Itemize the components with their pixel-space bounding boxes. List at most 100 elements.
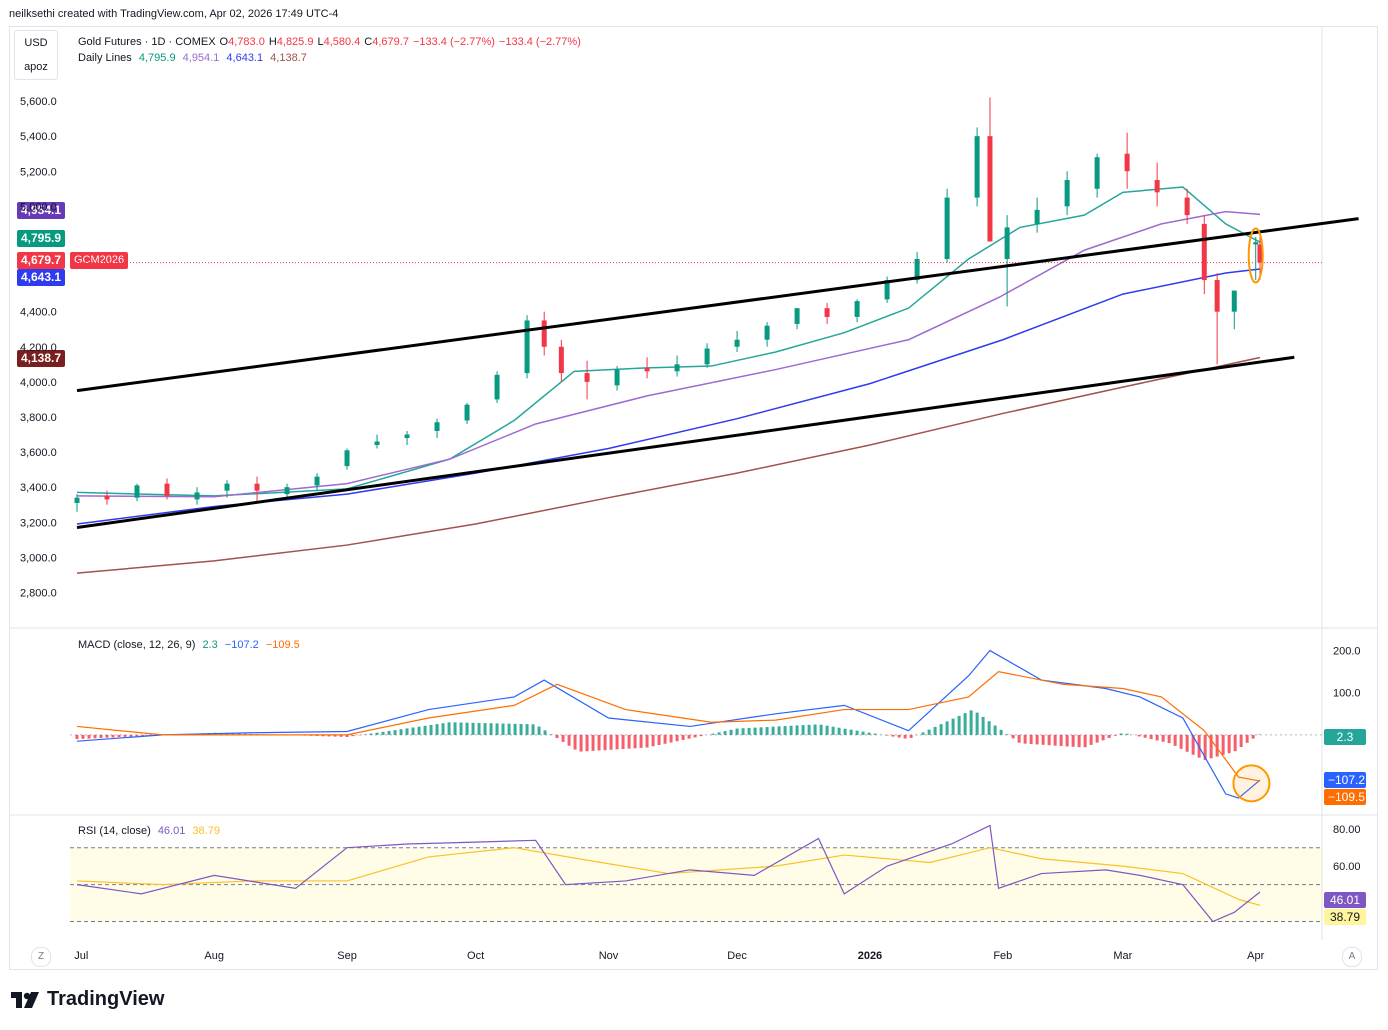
open-value: 4,783.0	[228, 36, 265, 48]
candle-body	[284, 487, 290, 495]
rsi-value: 46.01	[157, 825, 186, 837]
macd-hist-bar	[1209, 734, 1213, 759]
macd-hist-bar	[1107, 734, 1111, 739]
macd-hist-bar	[345, 734, 349, 737]
ma20-line	[76, 186, 1261, 497]
macd-hist-bar	[813, 724, 817, 735]
macd-hist-bar	[609, 734, 613, 750]
macd-hist-bar	[435, 724, 439, 735]
change-value-2: −133.4 (−2.77%)	[498, 36, 581, 48]
candle-body	[1124, 153, 1130, 172]
macd-hist-bar	[735, 728, 739, 735]
macd-hist-bar	[741, 728, 745, 735]
macd-hist-bar	[471, 722, 475, 735]
macd-hist-bar	[717, 732, 721, 735]
ma20-tag: 4,795.9	[17, 230, 66, 247]
candle-body	[254, 483, 260, 491]
upper-channel-line	[76, 217, 1359, 393]
macd-hist-bar	[483, 723, 487, 735]
macd-hist-bar	[105, 734, 109, 738]
macd-hist-bar	[675, 734, 679, 742]
candle-body	[224, 483, 230, 491]
symbol-legend: Gold Futures · 1D · COMEX O4,783.0 H4,825.…	[78, 36, 585, 48]
macd-hist-bar	[1227, 734, 1231, 754]
macd-hist-bar	[507, 723, 511, 735]
ma50-line	[76, 210, 1261, 498]
macd-hist-bar	[1125, 733, 1129, 735]
candle-body	[164, 483, 170, 496]
macd-hist-bar	[423, 725, 427, 735]
macd-hist-bar	[633, 734, 637, 749]
scale-label[interactable]: apoz	[24, 61, 48, 73]
macd-hist-bar	[993, 725, 997, 735]
ma200-value: 4,138.7	[270, 52, 307, 64]
ma200-line	[76, 356, 1261, 574]
macd-hist-bar	[459, 722, 463, 735]
corner-left-button[interactable]: Z	[31, 947, 51, 967]
unit-box[interactable]: USD apoz	[14, 30, 58, 80]
open-label: O	[219, 36, 229, 48]
macd-hist-bar	[81, 734, 85, 739]
macd-hist-bar	[231, 733, 235, 735]
high-label: H	[268, 36, 277, 48]
macd-hist-bar	[885, 734, 889, 736]
last-price-tag: 4,679.7	[17, 252, 66, 269]
macd-hist-bar	[1161, 734, 1165, 742]
macd-hist-bar	[825, 725, 829, 735]
macd-hist-bar	[597, 734, 601, 751]
macd-hist-bar	[975, 712, 979, 735]
macd-hist-bar	[75, 734, 79, 740]
macd-hist-bar	[699, 734, 703, 737]
macd-hist-bar	[687, 734, 691, 739]
macd-hist-bar	[591, 734, 595, 751]
macd-hist-bar	[393, 730, 397, 735]
macd-hist-bar	[573, 734, 577, 750]
macd-hist-bar	[1137, 734, 1141, 737]
macd-hist-bar	[981, 716, 985, 735]
macd-hist-bar	[645, 734, 649, 748]
candle-body	[1034, 209, 1040, 224]
macd-hist-bar	[963, 713, 967, 735]
macd-hist-bar	[1221, 734, 1225, 755]
macd-hist-bar	[621, 734, 625, 750]
macd-hist-bar	[441, 723, 445, 735]
macd-hist-bar	[831, 726, 835, 735]
candle-body	[404, 434, 410, 439]
time-tick-label: Sep	[337, 950, 357, 962]
macd-hist-bar	[1233, 734, 1237, 752]
macd-hist-bar	[537, 726, 541, 735]
macd-hist-bar	[123, 734, 127, 737]
candle-body	[1214, 280, 1220, 312]
rsi-tag: 46.01	[1324, 892, 1366, 908]
macd-hist-bar	[1065, 734, 1069, 747]
candle-body	[1064, 180, 1070, 207]
time-tick-label: Mar	[1113, 950, 1132, 962]
ma20-value: 4,795.9	[138, 52, 176, 64]
macd-hist-bar	[351, 734, 355, 737]
ma200-tag: 4,138.7	[17, 350, 66, 367]
candle-body	[558, 346, 564, 374]
ma100-tag: 4,643.1	[17, 269, 66, 286]
macd-hist-bar	[747, 727, 751, 735]
macd-hist-bar	[1155, 734, 1159, 741]
macd-hist-bar	[237, 733, 241, 735]
macd-hist-bar	[525, 724, 529, 735]
currency-label[interactable]: USD	[24, 37, 48, 49]
macd-hist-bar	[801, 725, 805, 735]
candle-body	[344, 450, 350, 467]
macd-hist-bar	[489, 723, 493, 735]
high-value: 4,825.9	[276, 36, 314, 48]
macd-hist-bar	[807, 724, 811, 735]
macd-hist-bar	[939, 724, 943, 735]
macd-hist-bar	[585, 734, 589, 752]
price-tick-label: 5,200.0	[20, 166, 57, 178]
macd-hist-bar	[651, 734, 655, 747]
rsi-ma-tag: 38.79	[1324, 909, 1366, 925]
macd-hist-bar	[861, 731, 865, 735]
macd-hist-bar	[1077, 734, 1081, 748]
rsi-title: RSI (14, close)	[78, 825, 151, 837]
candle-body	[764, 325, 770, 340]
macd-hist-bar	[567, 734, 571, 746]
corner-right-button[interactable]: A	[1342, 947, 1362, 967]
